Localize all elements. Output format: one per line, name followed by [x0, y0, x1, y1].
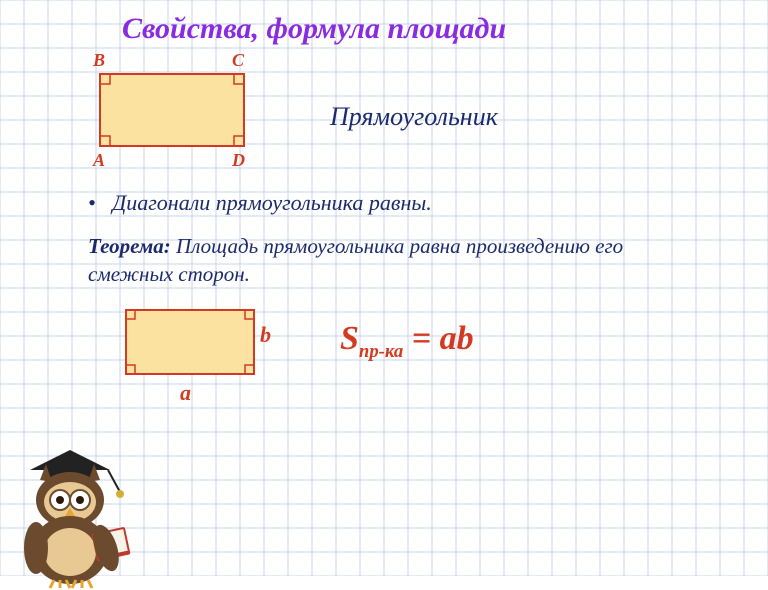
vertex-label-a: A: [93, 150, 105, 171]
theorem-block: Теорема: Площадь прямоугольника равна пр…: [88, 232, 648, 289]
formula-subscript: пр-ка: [359, 341, 403, 362]
subtitle-rectangle: Прямоугольник: [330, 102, 498, 132]
theorem-label: Теорема:: [88, 234, 171, 258]
property-diagonals: • Диагонали прямоугольника равны.: [88, 190, 432, 216]
page-title: Свойства, формула площади: [122, 12, 506, 46]
vertex-label-b: B: [93, 50, 105, 71]
vertex-label-c: C: [232, 50, 244, 71]
bullet-text: Диагонали прямоугольника равны.: [112, 190, 432, 215]
rectangle-abcd: [96, 70, 248, 150]
side-label-a: a: [180, 380, 191, 406]
area-formula: Sпр-ка = ab: [340, 320, 474, 363]
rectangle-ab: [122, 306, 258, 378]
bullet-marker: •: [88, 190, 96, 215]
side-label-b: b: [260, 322, 271, 348]
owl-mascot-icon: [0, 430, 150, 590]
formula-rhs: = ab: [412, 320, 474, 357]
vertex-label-d: D: [232, 150, 245, 171]
formula-s: S: [340, 320, 359, 357]
